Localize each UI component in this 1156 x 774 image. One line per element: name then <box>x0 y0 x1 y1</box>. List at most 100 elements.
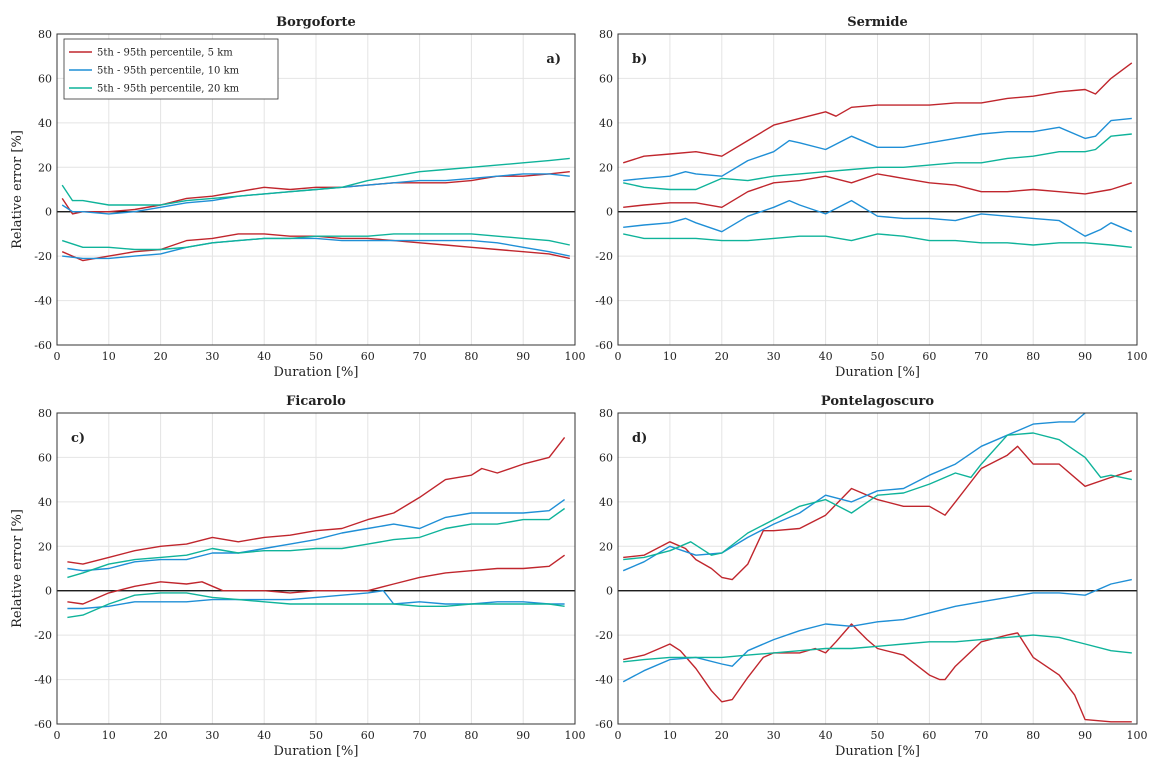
series-line-upper <box>623 117 1132 182</box>
x-tick-label: 40 <box>257 729 271 742</box>
x-tick-label: 0 <box>615 350 622 363</box>
chart-panel-3: 0 10 20 30 40 50 60 70 80 90 100 -60 -40 -20 0 20 40 60 80… <box>10 394 586 759</box>
chart-panel-1: 0 10 20 30 40 50 60 70 80 90 100 -60 -40 -20 0 20 40 60 80… <box>10 15 586 380</box>
y-tick-label: 60 <box>38 72 52 85</box>
series-line-upper <box>61 157 570 206</box>
x-tick-label: 70 <box>413 350 427 363</box>
y-tick-label: -60 <box>595 718 613 731</box>
series-line-lower <box>62 237 570 260</box>
series-line-lower <box>622 578 1132 683</box>
x-tick-label: 30 <box>767 350 781 363</box>
y-tick-label: -40 <box>595 674 613 687</box>
y-tick-label: 20 <box>38 540 52 553</box>
y-tick-label: -40 <box>34 295 52 308</box>
y-tick-label: 20 <box>599 540 613 553</box>
x-tick-label: 20 <box>715 729 729 742</box>
x-tick-label: 0 <box>54 729 61 742</box>
chart-title: Borgoforte <box>276 15 356 30</box>
x-axis-label: Duration [%] <box>274 365 359 380</box>
x-tick-label: 90 <box>1078 350 1092 363</box>
x-tick-label: 30 <box>205 350 219 363</box>
x-tick-label: 80 <box>1026 729 1040 742</box>
x-tick-label: 30 <box>205 729 219 742</box>
y-tick-label: 40 <box>38 117 52 130</box>
series-line-lower <box>61 233 570 251</box>
x-tick-label: 60 <box>922 350 936 363</box>
series-line-upper <box>67 436 566 565</box>
x-tick-label: 60 <box>361 350 375 363</box>
series-line-upper <box>622 412 1086 572</box>
series-line-lower <box>67 590 565 610</box>
x-tick-label: 90 <box>516 729 530 742</box>
series-line-upper <box>623 432 1132 561</box>
x-tick-label: 0 <box>54 350 61 363</box>
series-line-lower <box>623 623 1132 723</box>
panel-label: c) <box>71 431 85 446</box>
plot-frame <box>617 412 1138 725</box>
x-tick-label: 50 <box>871 350 885 363</box>
x-tick-label: 80 <box>1026 350 1040 363</box>
x-tick-label: 10 <box>102 729 116 742</box>
y-tick-label: 20 <box>38 161 52 174</box>
chart-panel-2: 0 10 20 30 40 50 60 70 80 90 100 -60 -40 -20 0 20 40 60 80… <box>595 15 1147 380</box>
series-line-lower <box>623 173 1133 209</box>
legend-entry: 5th - 95th percentile, 20 km <box>97 84 240 95</box>
x-tick-label: 50 <box>871 729 885 742</box>
series-line-lower <box>67 554 566 605</box>
y-tick-label: -20 <box>34 629 52 642</box>
y-tick-label: 0 <box>45 206 52 219</box>
series-line-upper <box>623 445 1133 581</box>
x-tick-label: 100 <box>565 350 586 363</box>
y-tick-label: -40 <box>34 674 52 687</box>
series-line-upper <box>67 507 566 579</box>
x-tick-label: 0 <box>615 729 622 742</box>
x-tick-label: 10 <box>663 350 677 363</box>
y-axis-label: Relative error [%] <box>10 130 25 249</box>
y-tick-label: 20 <box>599 161 613 174</box>
chart-title: Ficarolo <box>286 394 346 409</box>
y-tick-label: 80 <box>599 28 613 41</box>
legend: 5th - 95th percentile, 5 km 5th - 95th pe… <box>63 38 279 100</box>
x-tick-label: 70 <box>413 729 427 742</box>
x-tick-label: 50 <box>309 350 323 363</box>
y-tick-label: -20 <box>595 250 613 263</box>
plot-frame <box>617 33 1138 346</box>
series-line-upper <box>623 133 1132 191</box>
y-tick-label: 60 <box>38 451 52 464</box>
x-tick-label: 90 <box>516 350 530 363</box>
x-tick-label: 20 <box>154 729 168 742</box>
legend-entry: 5th - 95th percentile, 5 km <box>97 48 233 59</box>
y-tick-label: 80 <box>599 407 613 420</box>
y-tick-label: 40 <box>38 496 52 509</box>
series-line-upper <box>61 171 570 215</box>
y-tick-label: 80 <box>38 28 52 41</box>
series-line-lower <box>623 634 1132 663</box>
plot-frame <box>56 412 576 725</box>
x-tick-label: 80 <box>464 350 478 363</box>
x-tick-label: 60 <box>922 729 936 742</box>
y-tick-label: -60 <box>34 718 52 731</box>
y-axis-label: Relative error [%] <box>10 509 25 628</box>
y-tick-label: 80 <box>38 407 52 420</box>
series-line-lower <box>623 199 1133 237</box>
y-tick-label: -40 <box>595 295 613 308</box>
x-axis-label: Duration [%] <box>274 744 359 759</box>
chart-panel-4: 0 10 20 30 40 50 60 70 80 90 100 -60 -40 -20 0 20 40 60 80… <box>595 394 1147 759</box>
y-tick-label: 60 <box>599 451 613 464</box>
x-tick-label: 50 <box>309 729 323 742</box>
series-line-upper <box>622 62 1133 164</box>
legend-entry: 5th - 95th percentile, 10 km <box>97 66 240 77</box>
y-tick-label: 40 <box>599 117 613 130</box>
y-tick-label: 0 <box>45 585 52 598</box>
x-tick-label: 90 <box>1078 729 1092 742</box>
x-tick-label: 40 <box>819 729 833 742</box>
y-tick-label: -60 <box>595 339 613 352</box>
series-line-lower <box>623 233 1132 248</box>
plot-frame <box>56 33 576 346</box>
x-tick-label: 40 <box>819 350 833 363</box>
y-tick-label: 40 <box>599 496 613 509</box>
panel-label: d) <box>632 431 647 446</box>
panel-label: a) <box>546 52 561 67</box>
